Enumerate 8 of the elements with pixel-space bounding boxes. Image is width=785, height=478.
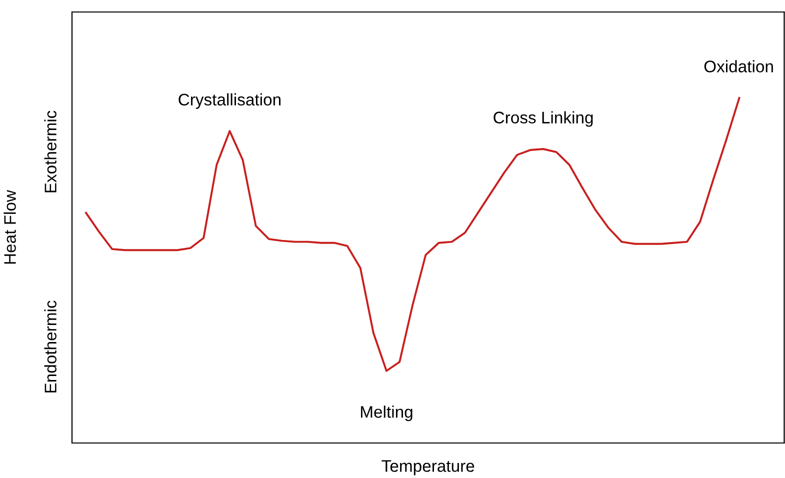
text: Endothermic (44, 300, 56, 392)
annotation: Crystallisation (178, 93, 280, 109)
text: Exothermic (44, 110, 56, 192)
annotation: Melting (361, 406, 412, 422)
annotation: Cross Linking (494, 111, 593, 127)
annotation: Oxidation (704, 60, 773, 72)
x-axis-title: Temperature (382, 460, 474, 476)
y-axis-title: Heat Flow (4, 190, 16, 264)
